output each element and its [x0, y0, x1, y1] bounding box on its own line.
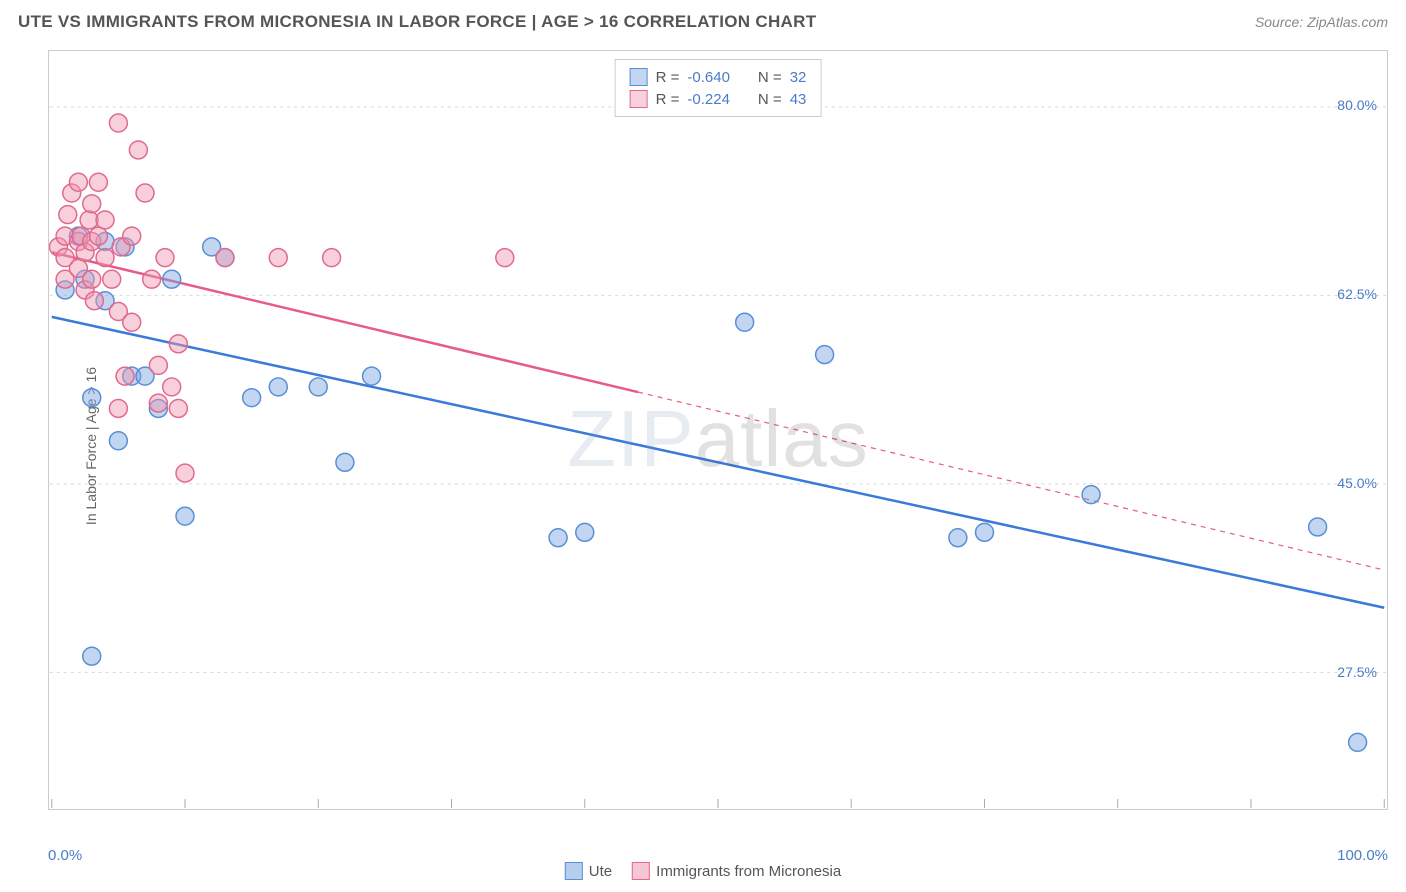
- legend-row-micronesia: R = -0.224 N = 43: [630, 88, 807, 110]
- swatch-ute: [630, 68, 648, 86]
- swatch-micronesia-icon: [632, 862, 650, 880]
- y-tick-label: 62.5%: [1337, 286, 1377, 302]
- x-axis-max-label: 100.0%: [1337, 847, 1388, 864]
- legend-item-micronesia: Immigrants from Micronesia: [632, 862, 841, 880]
- swatch-ute-icon: [565, 862, 583, 880]
- chart-title: UTE VS IMMIGRANTS FROM MICRONESIA IN LAB…: [18, 12, 816, 32]
- legend-label-ute: Ute: [589, 863, 612, 880]
- legend-row-ute: R = -0.640 N = 32: [630, 66, 807, 88]
- legend-label-micronesia: Immigrants from Micronesia: [656, 863, 841, 880]
- series-legend: Ute Immigrants from Micronesia: [565, 862, 841, 880]
- chart-header: UTE VS IMMIGRANTS FROM MICRONESIA IN LAB…: [0, 0, 1406, 40]
- n-label: N =: [758, 69, 782, 86]
- scatter-plot: [49, 51, 1387, 809]
- r-value-ute: -0.640: [687, 69, 730, 86]
- r-value-micronesia: -0.224: [687, 91, 730, 108]
- n-value-micronesia: 43: [790, 91, 807, 108]
- chart-container: R = -0.640 N = 32 R = -0.224 N = 43 ZIPa…: [48, 50, 1388, 810]
- n-label: N =: [758, 91, 782, 108]
- legend-item-ute: Ute: [565, 862, 612, 880]
- r-label: R =: [656, 91, 680, 108]
- x-axis-min-label: 0.0%: [48, 847, 82, 864]
- correlation-legend: R = -0.640 N = 32 R = -0.224 N = 43: [615, 59, 822, 117]
- y-tick-label: 45.0%: [1337, 475, 1377, 491]
- chart-source: Source: ZipAtlas.com: [1255, 14, 1388, 30]
- r-label: R =: [656, 69, 680, 86]
- n-value-ute: 32: [790, 69, 807, 86]
- y-tick-label: 80.0%: [1337, 97, 1377, 113]
- y-tick-label: 27.5%: [1337, 664, 1377, 680]
- swatch-micronesia: [630, 90, 648, 108]
